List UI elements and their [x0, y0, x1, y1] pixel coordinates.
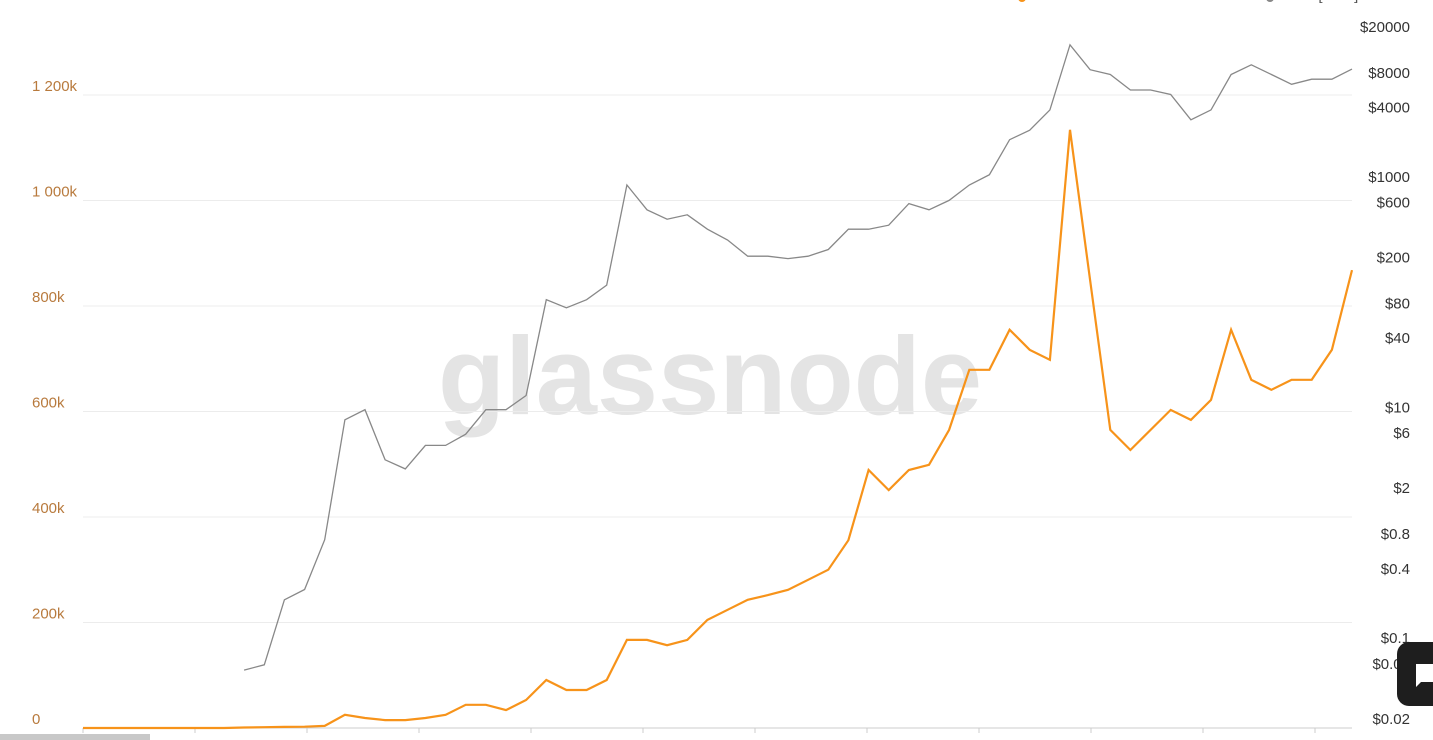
series-line [83, 129, 1354, 730]
y2-tick-label: $80 [1385, 295, 1410, 312]
y-tick-label: 400k [32, 500, 65, 517]
y2-tick-label: $8000 [1368, 65, 1410, 82]
y2-tick-label: $600 [1377, 195, 1410, 212]
y-tick-label: 1 200k [32, 78, 78, 95]
y2-tick-label: $200 [1377, 250, 1410, 267]
y2-tick-label: $4000 [1368, 100, 1410, 117]
legend-marker [1266, 0, 1274, 2]
y-tick-label: 800k [32, 289, 65, 306]
chat-icon [1416, 664, 1433, 687]
y2-tick-label: $40 [1385, 330, 1410, 347]
chat-button[interactable] [1397, 642, 1433, 706]
scrollbar [0, 734, 150, 740]
y2-tick-label: $20000 [1360, 19, 1410, 36]
y-tick-label: 1 000k [32, 183, 78, 200]
legend-label: Number of Active Addresses [1032, 0, 1220, 4]
y2-tick-label: $2 [1393, 480, 1410, 497]
y-tick-label: 600k [32, 394, 65, 411]
y-tick-label: 0 [32, 711, 40, 728]
legend-label: Price [USD] [1280, 0, 1358, 4]
y2-tick-label: $1000 [1368, 169, 1410, 186]
legend-marker [1018, 0, 1026, 2]
series-line [243, 43, 1353, 671]
y2-tick-label: $0.02 [1372, 711, 1410, 728]
y2-tick-label: $10 [1385, 400, 1410, 417]
y-tick-label: 200k [32, 605, 65, 622]
y2-tick-label: $0.8 [1381, 526, 1410, 543]
y2-tick-label: $0.4 [1381, 561, 1410, 578]
watermark: glassnode [438, 315, 982, 438]
y2-tick-label: $0.1 [1381, 630, 1410, 647]
y2-tick-label: $6 [1393, 425, 1410, 442]
